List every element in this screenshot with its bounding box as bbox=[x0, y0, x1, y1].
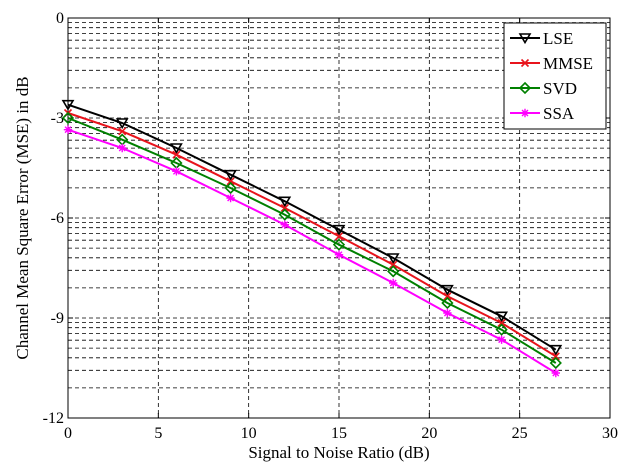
legend-marker-mmse bbox=[520, 58, 530, 68]
y-tick-label: -6 bbox=[51, 210, 64, 227]
data-point-svd bbox=[332, 238, 346, 251]
legend-label-mmse: MMSE bbox=[543, 54, 593, 73]
x-axis-label: Signal to Noise Ratio (dB) bbox=[248, 443, 429, 462]
data-point-lse bbox=[224, 169, 237, 181]
series-ssa bbox=[63, 125, 560, 378]
data-point-svd bbox=[61, 111, 75, 125]
y-axis-label: Channel Mean Square Error (MSE) in dB bbox=[13, 76, 32, 359]
series-line-svd bbox=[67, 117, 557, 364]
data-point-svd bbox=[224, 181, 237, 195]
data-point-ssa bbox=[280, 220, 289, 229]
x-tick-label: 0 bbox=[64, 425, 72, 442]
x-tick-label: 20 bbox=[421, 425, 437, 442]
data-point-lse bbox=[170, 143, 183, 155]
data-point-lse bbox=[115, 118, 129, 130]
x-tick-label: 30 bbox=[602, 425, 618, 442]
data-point-ssa bbox=[172, 167, 181, 176]
data-point-mmse bbox=[497, 318, 506, 328]
axis-ticks: 0 5 10 15 20 25 30 -12 -9 -6 -3 0 bbox=[43, 10, 618, 442]
legend-label-lse: LSE bbox=[543, 29, 573, 48]
series-lines bbox=[61, 99, 563, 378]
legend: LSE MMSE SVD SSA bbox=[503, 22, 607, 130]
data-point-ssa bbox=[497, 335, 506, 344]
data-point-lse bbox=[495, 311, 508, 323]
data-point-lse bbox=[332, 224, 346, 236]
series-lse bbox=[61, 99, 563, 356]
x-tick-label: 10 bbox=[241, 425, 257, 442]
y-tick-label: -12 bbox=[43, 410, 64, 427]
data-point-mmse bbox=[551, 352, 560, 361]
legend-marker-lse bbox=[518, 33, 532, 45]
data-point-svd bbox=[387, 265, 400, 278]
data-point-mmse bbox=[226, 177, 235, 186]
y-tick-label: 0 bbox=[56, 10, 64, 27]
series-line-lse bbox=[67, 103, 557, 351]
series-line-ssa bbox=[67, 128, 557, 374]
data-point-mmse bbox=[443, 292, 452, 301]
data-point-ssa bbox=[118, 143, 127, 153]
data-point-svd bbox=[495, 323, 508, 336]
y-tick-label: -9 bbox=[51, 310, 64, 327]
x-tick-label: 15 bbox=[331, 425, 347, 442]
legend-label-ssa: SSA bbox=[543, 104, 575, 123]
data-point-lse bbox=[278, 196, 292, 208]
data-point-mmse bbox=[280, 203, 289, 213]
data-point-svd bbox=[278, 208, 291, 221]
data-point-lse bbox=[441, 284, 454, 296]
legend-label-svd: SVD bbox=[543, 79, 577, 98]
legend-marker-ssa bbox=[520, 108, 530, 118]
series-line-mmse bbox=[67, 112, 557, 358]
data-point-mmse bbox=[389, 260, 398, 269]
data-point-mmse bbox=[334, 232, 344, 241]
legend-marker-svd bbox=[518, 81, 532, 95]
data-point-ssa bbox=[226, 193, 235, 203]
x-tick-label: 5 bbox=[154, 425, 162, 442]
data-point-ssa bbox=[551, 368, 560, 378]
legend-box bbox=[503, 22, 607, 130]
y-tick-label: -3 bbox=[51, 110, 64, 127]
data-point-lse bbox=[386, 253, 400, 265]
data-point-mmse bbox=[118, 127, 127, 136]
data-point-svd bbox=[549, 356, 562, 370]
x-tick-label: 25 bbox=[512, 425, 528, 442]
data-point-ssa bbox=[443, 308, 452, 318]
data-point-ssa bbox=[63, 125, 73, 134]
data-point-ssa bbox=[389, 278, 398, 288]
data-point-ssa bbox=[334, 250, 344, 259]
data-point-lse bbox=[549, 344, 563, 356]
data-point-mmse bbox=[172, 150, 181, 159]
data-point-svd bbox=[441, 296, 454, 310]
data-point-lse bbox=[61, 99, 75, 111]
